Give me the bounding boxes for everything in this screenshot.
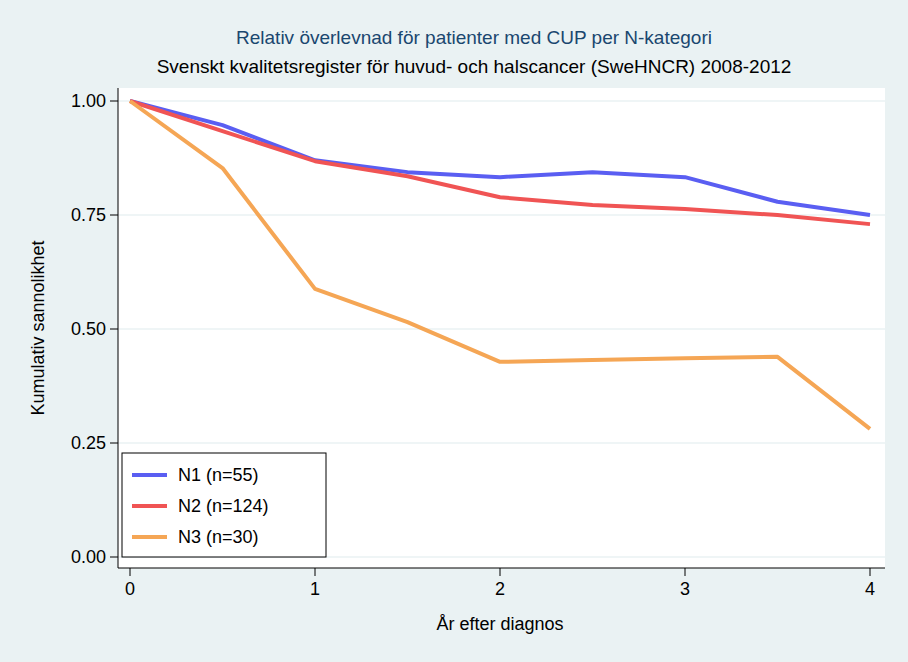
legend-label: N3 (n=30) <box>178 527 259 547</box>
grid-line <box>118 328 885 330</box>
legend: N1 (n=55) N2 (n=124) N3 (n=30) <box>122 453 326 557</box>
legend-box <box>122 453 326 557</box>
y-tick <box>110 329 118 330</box>
y-tick <box>110 215 118 216</box>
grid-line <box>118 442 885 444</box>
chart-svg: Relativ överlevnad för patienter med CUP… <box>0 0 908 662</box>
legend-label: N2 (n=124) <box>178 496 269 516</box>
x-axis-label: År efter diagnos <box>436 614 563 634</box>
y-tick <box>110 101 118 102</box>
title: Relativ överlevnad för patienter med CUP… <box>236 27 712 48</box>
y-axis <box>118 88 119 568</box>
x-tick-label: 4 <box>865 579 875 599</box>
grid-line <box>118 100 885 102</box>
series-line <box>130 101 870 429</box>
y-tick-label: 0.50 <box>71 319 106 339</box>
y-tick-label: 1.00 <box>71 91 106 111</box>
x-tick <box>130 568 131 576</box>
y-tick-label: 0.25 <box>71 433 106 453</box>
x-tick <box>870 568 871 576</box>
y-tick-label: 0.75 <box>71 205 106 225</box>
legend-swatch <box>132 473 167 477</box>
y-tick <box>110 557 118 558</box>
plot-area <box>118 88 885 568</box>
subtitle: Svenskt kvalitetsregister för huvud- och… <box>157 56 792 77</box>
y-tick <box>110 443 118 444</box>
y-tick-label: 0.00 <box>71 547 106 567</box>
x-tick <box>500 568 501 576</box>
legend-swatch <box>132 504 167 508</box>
legend-label: N1 (n=55) <box>178 465 259 485</box>
background <box>0 0 908 662</box>
legend-swatch <box>132 535 167 539</box>
x-axis <box>118 568 885 569</box>
y-axis-label: Kumulativ sannolikhet <box>28 240 48 415</box>
series-line <box>130 101 870 224</box>
x-tick <box>315 568 316 576</box>
x-tick-label: 3 <box>680 579 690 599</box>
x-tick-label: 0 <box>125 579 135 599</box>
chart-container: Relativ överlevnad för patienter med CUP… <box>0 0 908 662</box>
x-tick-label: 1 <box>310 579 320 599</box>
series-group <box>130 101 870 429</box>
x-tick <box>685 568 686 576</box>
x-tick-label: 2 <box>495 579 505 599</box>
